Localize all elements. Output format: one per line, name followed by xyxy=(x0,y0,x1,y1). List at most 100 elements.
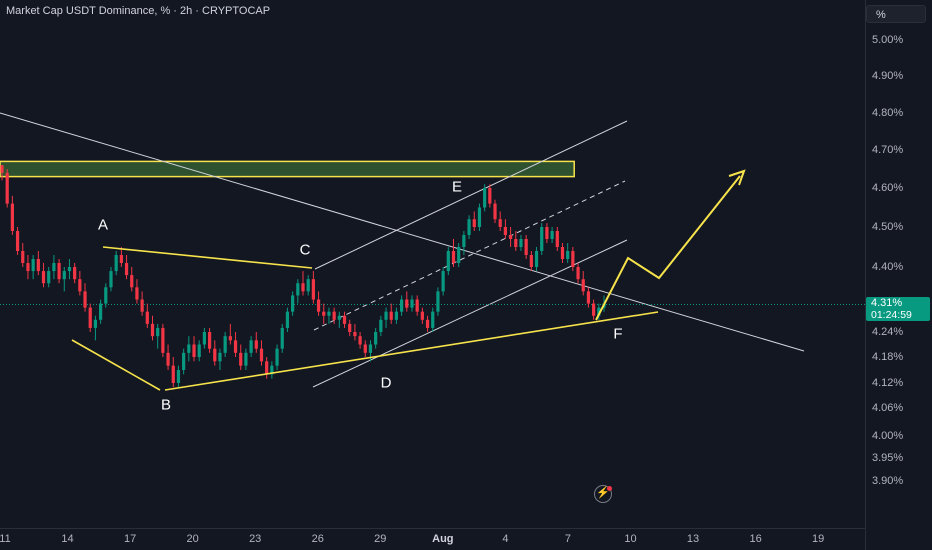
candle xyxy=(161,323,165,357)
candle xyxy=(233,332,238,357)
candle-body xyxy=(197,344,201,357)
lightning-icon[interactable]: ⚡ xyxy=(594,485,612,503)
candle-body xyxy=(228,336,232,341)
candle xyxy=(26,255,30,280)
candle xyxy=(327,307,331,324)
y-tick-label: 4.12% xyxy=(872,377,904,389)
channel-lower-line xyxy=(312,239,628,388)
candle xyxy=(145,303,149,328)
x-tick-label: 13 xyxy=(686,533,700,545)
candle-body xyxy=(254,340,258,349)
candle-body xyxy=(508,235,513,239)
y-tick-label: 4.06% xyxy=(872,402,904,414)
candle-body xyxy=(213,348,217,362)
candle-body xyxy=(316,299,321,312)
candle xyxy=(457,243,461,267)
candle xyxy=(540,223,544,255)
candle-body xyxy=(296,283,300,296)
x-tick-label: 11 xyxy=(0,533,11,545)
candle-body xyxy=(280,327,284,349)
candle xyxy=(41,263,46,288)
candle-body xyxy=(529,255,533,267)
x-tick-label: Aug xyxy=(432,533,454,545)
y-tick-label: 4.90% xyxy=(872,70,904,82)
candle xyxy=(410,295,414,312)
candle xyxy=(353,323,357,341)
candle xyxy=(88,303,92,332)
candle-body xyxy=(394,311,399,320)
candle-body xyxy=(145,311,149,324)
candle-body xyxy=(249,340,253,353)
candle-body xyxy=(156,327,160,337)
candle xyxy=(166,344,170,370)
candle xyxy=(57,259,61,284)
candle-body xyxy=(265,361,269,375)
candle xyxy=(451,239,456,267)
candle xyxy=(389,303,393,324)
wave-label-c: C xyxy=(299,241,311,259)
candle xyxy=(104,283,108,308)
candle-body xyxy=(192,344,196,357)
candle xyxy=(213,340,217,366)
candle-body xyxy=(327,311,331,316)
candle-body xyxy=(202,332,207,345)
candle-body xyxy=(311,279,315,300)
candle xyxy=(384,307,388,328)
candle-body xyxy=(244,352,248,366)
candle xyxy=(98,299,103,324)
y-tick-label: 3.95% xyxy=(872,452,904,464)
candle-body xyxy=(514,239,518,247)
candle-body xyxy=(285,311,290,328)
candle-body xyxy=(446,251,450,272)
candle xyxy=(431,307,435,332)
candle xyxy=(342,311,347,328)
candle xyxy=(560,243,565,263)
candle xyxy=(36,251,40,276)
candle xyxy=(441,267,445,296)
candle xyxy=(83,283,87,312)
candle xyxy=(291,291,295,316)
candle xyxy=(21,243,25,267)
candle-body xyxy=(483,188,487,208)
candle xyxy=(420,307,424,324)
candle-body xyxy=(399,299,404,312)
wave-upper-left-line xyxy=(102,246,313,269)
candle-body xyxy=(270,365,274,375)
candle xyxy=(265,357,269,379)
candle-body xyxy=(545,227,549,239)
candle xyxy=(218,348,222,370)
candle xyxy=(62,267,66,292)
candle-body xyxy=(425,319,430,328)
candle-body xyxy=(353,332,357,337)
candle-body xyxy=(161,327,165,353)
candle xyxy=(301,271,305,296)
candle xyxy=(425,315,430,332)
candle xyxy=(202,327,207,349)
candle xyxy=(114,251,118,276)
candle-body xyxy=(410,299,414,308)
unit-selector[interactable]: % xyxy=(866,5,926,23)
candle-body xyxy=(114,255,118,272)
candle xyxy=(259,340,264,366)
candle-body xyxy=(218,352,222,362)
x-tick-label: 4 xyxy=(502,533,509,545)
candle xyxy=(337,311,341,328)
candle xyxy=(15,227,20,255)
candle xyxy=(140,291,144,316)
candle-body xyxy=(348,323,352,332)
candle-body xyxy=(581,279,585,292)
y-tick-label: 4.80% xyxy=(872,107,904,119)
candle xyxy=(566,243,570,263)
candle xyxy=(275,344,279,370)
candle xyxy=(109,267,113,292)
candle xyxy=(498,211,502,231)
candle-body xyxy=(415,299,419,312)
candle xyxy=(254,332,258,353)
candle xyxy=(270,361,274,379)
candle-body xyxy=(207,332,212,349)
candle xyxy=(399,295,404,316)
wave-label-d: D xyxy=(380,374,392,392)
candle-body xyxy=(436,291,440,312)
candle xyxy=(446,247,450,276)
